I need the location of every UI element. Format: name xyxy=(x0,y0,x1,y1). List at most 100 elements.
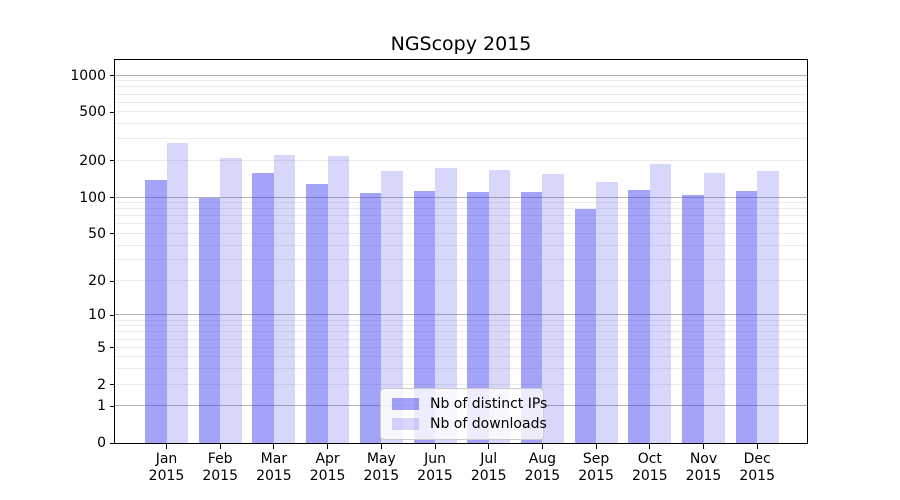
bar-downloads-sep xyxy=(596,181,618,443)
x-tick-label: Feb 2015 xyxy=(202,451,238,484)
y-tick-label: 2 xyxy=(97,376,106,393)
y-tick-label: 100 xyxy=(79,189,106,206)
gridline-minor xyxy=(115,123,807,125)
bar-distinct-ips-mar xyxy=(252,172,274,443)
x-tick-mark xyxy=(756,444,758,449)
x-tick-mark xyxy=(380,444,382,449)
y-tick-label: 5 xyxy=(97,339,106,356)
gridline-minor xyxy=(115,138,807,140)
y-tick-mark xyxy=(110,75,114,77)
y-tick-mark xyxy=(110,405,114,407)
bar-distinct-ips-sep xyxy=(574,209,597,443)
gridline-minor xyxy=(115,111,807,113)
y-tick-mark xyxy=(110,280,114,282)
gridline-major xyxy=(115,74,807,76)
x-tick-label: Oct 2015 xyxy=(631,451,668,484)
legend-item-distinct-ips: Nb of distinct IPs xyxy=(387,394,547,414)
bar-downloads-dec xyxy=(757,171,779,443)
x-tick-label: Jul 2015 xyxy=(470,451,507,484)
y-tick-label: 20 xyxy=(88,273,106,290)
legend-swatch-downloads xyxy=(392,418,419,430)
x-tick-label: May 2015 xyxy=(363,451,400,484)
gridline-minor xyxy=(115,325,807,327)
gridline-minor xyxy=(115,259,807,261)
x-tick-label: Jan 2015 xyxy=(148,451,185,484)
gridline-minor xyxy=(115,338,807,340)
gridline-minor xyxy=(115,202,807,204)
x-tick-mark xyxy=(273,444,275,449)
gridline-minor xyxy=(115,244,807,246)
y-tick-mark xyxy=(110,347,114,349)
bar-downloads-may xyxy=(381,171,403,443)
bar-downloads-mar xyxy=(273,154,296,443)
x-tick-mark xyxy=(595,444,597,449)
y-tick-label: 1000 xyxy=(70,67,106,84)
y-tick-label: 1 xyxy=(97,398,106,415)
legend-swatch-distinct-ips xyxy=(392,398,419,410)
x-tick-mark xyxy=(703,444,704,449)
bar-downloads-feb xyxy=(220,158,242,443)
gridline-minor xyxy=(115,331,807,333)
gridline-minor xyxy=(115,346,807,348)
bar-distinct-ips-oct xyxy=(628,190,650,443)
gridline-minor xyxy=(115,215,807,217)
y-tick-label: 0 xyxy=(97,435,106,451)
bar-downloads-apr xyxy=(327,155,350,443)
y-tick-mark xyxy=(110,111,114,113)
y-tick-mark xyxy=(110,384,114,386)
y-tick-mark xyxy=(110,314,114,316)
gridline-minor xyxy=(115,159,807,161)
gridline-minor xyxy=(115,93,807,95)
gridline-minor xyxy=(115,280,807,282)
legend: Nb of distinct IPs Nb of downloads xyxy=(380,388,547,440)
y-tick-mark xyxy=(110,160,114,162)
gridline-minor xyxy=(115,368,807,370)
bar-distinct-ips-may xyxy=(359,192,382,443)
x-tick-label: Nov 2015 xyxy=(685,451,722,484)
bar-distinct-ips-dec xyxy=(735,191,758,443)
bar-distinct-ips-aug xyxy=(520,192,543,443)
x-tick-label: Jun 2015 xyxy=(417,451,453,484)
bar-downloads-jan xyxy=(166,143,188,443)
x-tick-mark xyxy=(219,444,221,449)
bar-distinct-ips-nov xyxy=(682,194,704,443)
gridline-minor xyxy=(115,80,807,82)
y-tick-mark xyxy=(110,233,114,235)
y-tick-mark xyxy=(110,442,114,444)
gridline-minor xyxy=(115,319,807,321)
legend-label-downloads: Nb of downloads xyxy=(430,416,547,432)
x-tick-label: Sep 2015 xyxy=(578,451,614,484)
y-tick-label: 10 xyxy=(88,307,106,324)
gridline-minor xyxy=(115,356,807,358)
y-tick-mark xyxy=(110,197,114,199)
bar-downloads-jun xyxy=(435,168,457,443)
y-tick-label: 200 xyxy=(79,152,106,169)
bar-distinct-ips-jun xyxy=(413,191,435,443)
bar-downloads-aug xyxy=(542,174,564,443)
plot-area: Nb of distinct IPs Nb of downloads xyxy=(114,59,808,444)
x-tick-mark xyxy=(541,444,543,449)
bar-distinct-ips-feb xyxy=(198,197,221,443)
gridline-minor xyxy=(115,208,807,210)
x-tick-label: Dec 2015 xyxy=(739,451,775,484)
x-tick-mark xyxy=(488,444,490,449)
legend-item-downloads: Nb of downloads xyxy=(387,414,547,434)
x-tick-label: Aug 2015 xyxy=(524,451,561,484)
x-tick-label: Apr 2015 xyxy=(309,451,346,484)
bar-downloads-nov xyxy=(703,172,725,443)
y-tick-label: 50 xyxy=(88,225,106,242)
bar-distinct-ips-jul xyxy=(467,191,489,443)
x-tick-mark xyxy=(434,444,436,449)
bar-distinct-ips-apr xyxy=(306,183,328,443)
gridline-major xyxy=(115,196,807,198)
chart-title: NGScopy 2015 xyxy=(390,33,532,55)
x-tick-mark xyxy=(649,444,651,449)
x-tick-mark xyxy=(166,444,167,449)
gridline-minor xyxy=(115,86,807,88)
gridline-minor xyxy=(115,232,807,234)
bar-distinct-ips-jan xyxy=(145,179,167,443)
x-tick-label: Mar 2015 xyxy=(256,451,292,484)
bar-downloads-jul xyxy=(488,169,511,443)
legend-label-distinct-ips: Nb of distinct IPs xyxy=(430,396,548,412)
